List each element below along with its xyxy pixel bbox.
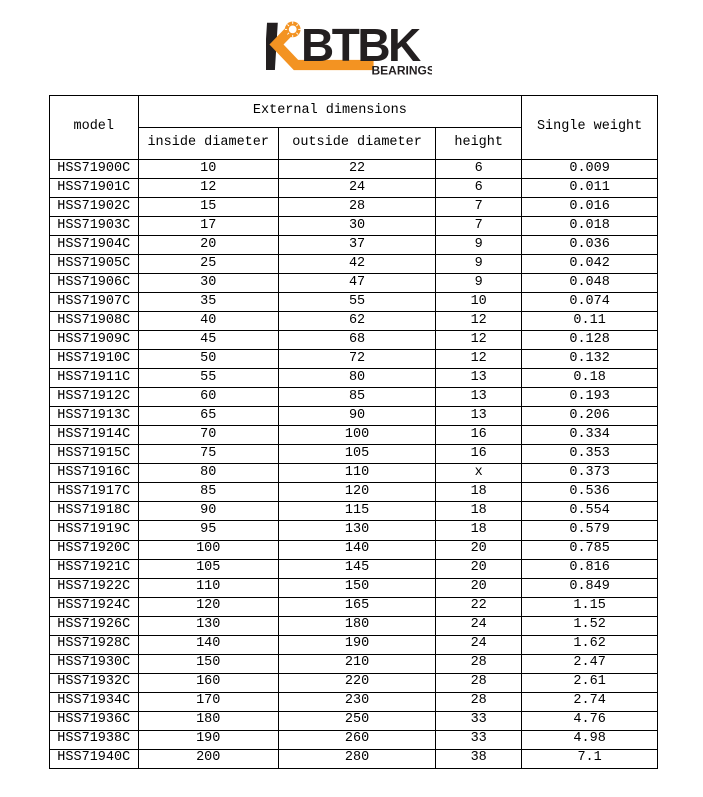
svg-text:BEARINGS: BEARINGS (372, 64, 433, 78)
